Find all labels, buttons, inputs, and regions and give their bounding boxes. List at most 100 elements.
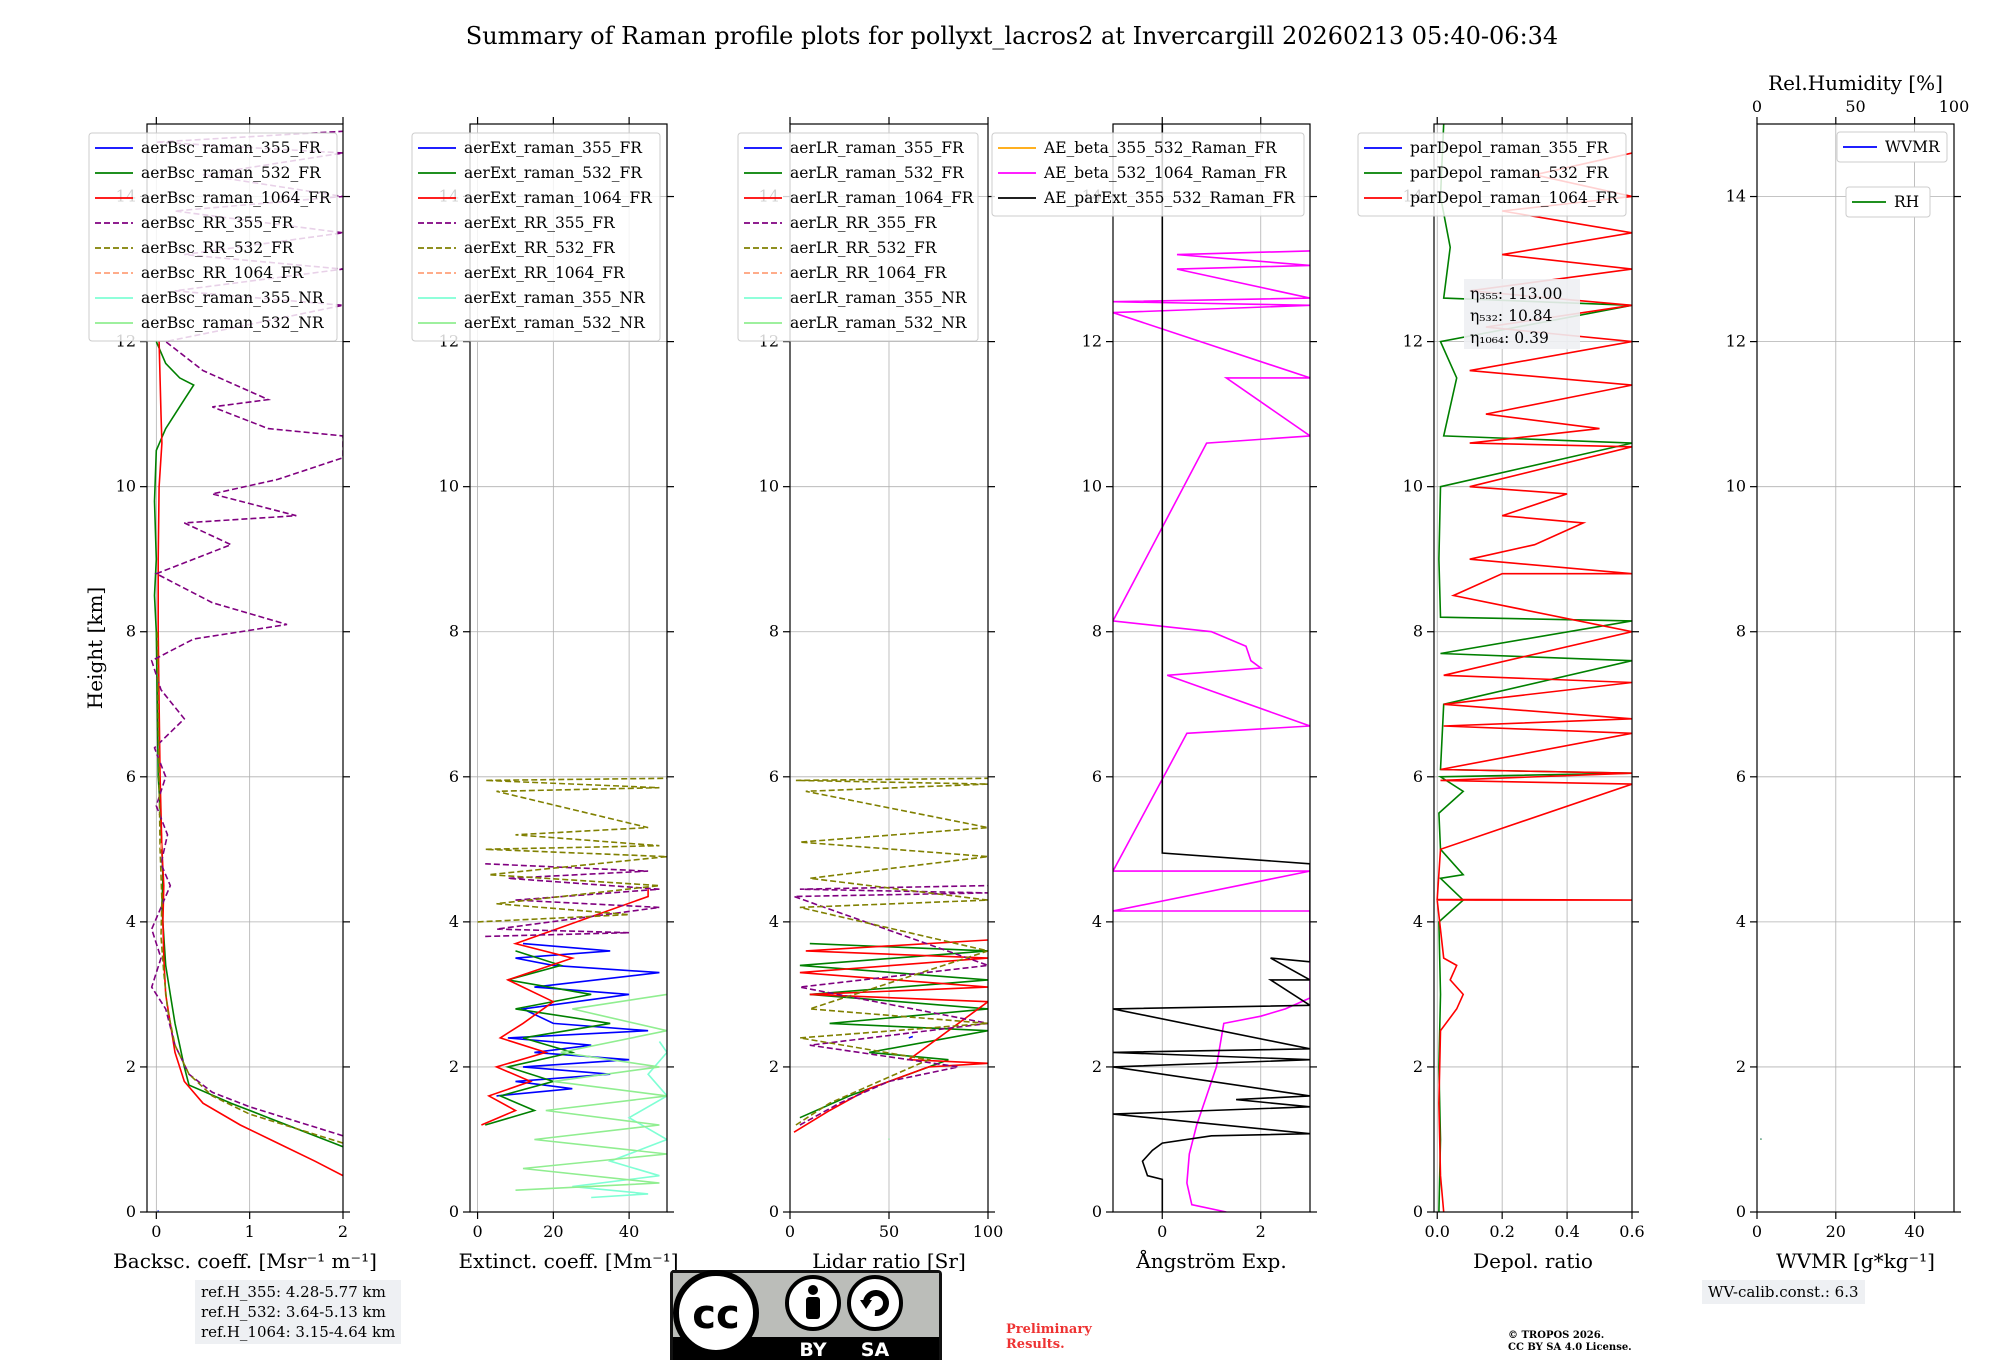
y-tick-label: 6 (449, 767, 459, 786)
reference-heights-box: ref.H_355: 4.28-5.77 km ref.H_532: 3.64-… (195, 1280, 402, 1344)
legend: aerLR_raman_355_FR aerLR_raman_532_FR aerL… (737, 132, 979, 342)
axes-frame (1433, 123, 1633, 1213)
figure-title: Summary of Raman profile plots for polly… (466, 22, 1558, 50)
x-axis-label: Backsc. coeff. [Msr⁻¹ m⁻¹] (113, 1249, 377, 1273)
x-tick-label: 0.2 (1489, 1222, 1514, 1241)
legend-entry: aerExt_raman_532_FR (464, 164, 643, 182)
y-tick-label: 6 (1413, 767, 1423, 786)
legend-frame (1357, 132, 1627, 217)
series-aerLR_raman_1064_FR (793, 939, 988, 1133)
y-tick-label: 12 (1082, 332, 1102, 351)
series-group (477, 777, 667, 1199)
ref-height-355: ref.H_355: 4.28-5.77 km (201, 1283, 386, 1301)
y-tick-label: 0 (126, 1202, 136, 1221)
copyright-line-1: © TROPOS 2026. (1508, 1330, 1605, 1341)
axes-frame (1756, 123, 1955, 1213)
series-group (793, 777, 988, 1140)
share-alike-icon (847, 1275, 903, 1331)
share-alike-arrow-icon (863, 1290, 889, 1317)
x-tick-label: 0.6 (1619, 1222, 1644, 1241)
y-tick-label: 4 (1092, 912, 1102, 931)
wv-calibration-constant: WV-calib.const.: 6.3 (1708, 1283, 1859, 1301)
x-axis-label: Ångström Exp. (1135, 1248, 1286, 1273)
y-tick-label: 8 (126, 622, 136, 641)
x-tick-label: 20 (1826, 1222, 1846, 1241)
legend-entry: parDepol_raman_1064_FR (1410, 189, 1619, 207)
legend-entry: WVMR (1885, 138, 1941, 156)
legend-entry: AE_parExt_355_532_Raman_FR (1043, 189, 1296, 207)
y-tick-label: 8 (449, 622, 459, 641)
y-tick-label: 12 (1726, 332, 1746, 351)
x-tick-label: 0.4 (1554, 1222, 1579, 1241)
y-axis-label: Height [km] (83, 587, 107, 709)
y-tick-label: 2 (1736, 1057, 1746, 1076)
series-aerBsc_raman_532_FR (153, 341, 343, 1148)
panel-lidar_ratio: 02468101214050100Lidar ratio [Sr]aerLR_r… (737, 117, 1004, 1273)
series-aerExt_raman_355_FR (496, 942, 660, 1097)
x-tick-label: 20 (543, 1222, 563, 1241)
top-x-tick-label: 50 (1845, 97, 1865, 116)
y-tick-label: 6 (1092, 767, 1102, 786)
y-tick-label: 0 (449, 1202, 459, 1221)
y-tick-label: 10 (1082, 477, 1102, 496)
series-aerLR_RR_532_FR (795, 777, 988, 1126)
legend-RH: RH (1845, 186, 1931, 218)
legend: parDepol_raman_355_FR parDepol_raman_532_… (1357, 132, 1627, 217)
x-tick-label: 2 (338, 1222, 348, 1241)
legend-entry: aerLR_RR_1064_FR (790, 264, 948, 282)
legend-entry: aerLR_RR_355_FR (790, 214, 938, 232)
legend-entry: aerLR_raman_532_NR (790, 314, 968, 332)
y-tick-label: 4 (1736, 912, 1746, 931)
top-axis-label: Rel.Humidity [%] (1768, 71, 1943, 95)
legend-entry: parDepol_raman_355_FR (1410, 139, 1610, 157)
cc-by-sa-license-logo: cc BY SA (670, 1270, 942, 1360)
panel-backscatter: 02468101214012Backsc. coeff. [Msr⁻¹ m⁻¹]… (83, 117, 377, 1273)
y-tick-label: 8 (1736, 622, 1746, 641)
series-parDepol_raman_1064_FR (1436, 152, 1632, 1212)
legend-frame (88, 132, 338, 342)
ref-height-532: ref.H_532: 3.64-5.13 km (201, 1303, 386, 1321)
y-tick-label: 6 (126, 767, 136, 786)
legend-entry: aerBsc_RR_1064_FR (141, 264, 305, 282)
x-tick-label: 0 (785, 1222, 795, 1241)
top-x-tick-label: 0 (1752, 97, 1762, 116)
top-x-tick-label: 100 (1939, 97, 1970, 116)
x-tick-label: 0 (1752, 1222, 1762, 1241)
legend-entry: aerExt_raman_355_NR (464, 289, 646, 307)
legend-entry: AE_beta_355_532_Raman_FR (1043, 139, 1278, 157)
y-tick-label: 10 (1403, 477, 1423, 496)
y-tick-label: 8 (1092, 622, 1102, 641)
preliminary-line-1: Preliminary (1006, 1322, 1092, 1337)
x-tick-label: 1 (245, 1222, 255, 1241)
y-tick-label: 4 (769, 912, 779, 931)
eta-box (1464, 279, 1580, 349)
legend-frame (411, 132, 661, 342)
legend-entry: aerLR_RR_532_FR (790, 239, 938, 257)
y-tick-label: 8 (769, 622, 779, 641)
y-tick-label: 10 (439, 477, 459, 496)
y-tick-label: 0 (1413, 1202, 1423, 1221)
panel-water_vapor: 0 2 4 6 8 10 12 14 0 20 40 WVMR [g*kg⁻¹] 0 50 100 Rel.H… (1726, 71, 1970, 1273)
legend-entry: aerLR_raman_532_FR (790, 164, 965, 182)
y-tick-label: 10 (1726, 477, 1746, 496)
series-AE_parExt_355_532_Raman_FR (1113, 124, 1310, 1212)
x-tick-label: 100 (973, 1222, 1004, 1241)
eta-annotation: η₃₅₅: 113.00 η₅₃₂: 10.84 η₁₀₆₄: 0.39 (1464, 279, 1580, 349)
panel-extinction: 0246810121402040Extinct. coeff. [Mm⁻¹]ae… (411, 117, 679, 1273)
legend: AE_beta_355_532_Raman_FR AE_beta_532_1064… (991, 132, 1305, 217)
x-tick-label: 2 (1256, 1222, 1266, 1241)
y-tick-label: 8 (1413, 622, 1423, 641)
series-group (1113, 124, 1310, 1212)
y-tick-label: 10 (116, 477, 136, 496)
y-tick-label: 10 (759, 477, 779, 496)
y-tick-label: 4 (126, 912, 136, 931)
person-body-icon (806, 1297, 820, 1319)
cc-text: cc (692, 1292, 739, 1338)
legend: aerBsc_raman_355_FR aerBsc_raman_532_FRae… (88, 132, 338, 342)
panel-angstrom: 0246810121402Ångström Exp.AE_beta_355_53… (991, 117, 1317, 1273)
x-tick-label: 0 (151, 1222, 161, 1241)
cc-circle-icon (673, 1270, 759, 1356)
